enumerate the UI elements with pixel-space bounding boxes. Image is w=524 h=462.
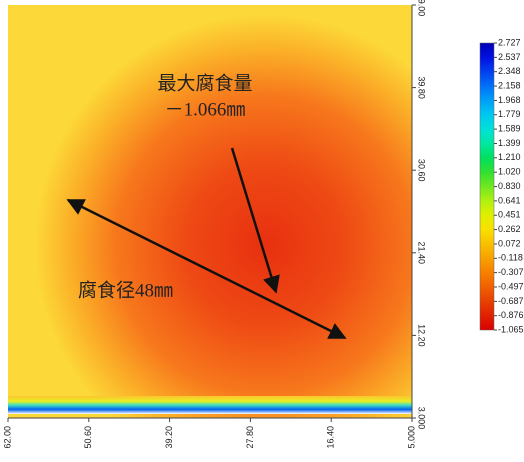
y-tick-label: 21.40 xyxy=(417,242,427,265)
colorbar-tick-label: -0.118 xyxy=(498,253,523,263)
colorbar-tick-label: 2.727 xyxy=(498,37,521,47)
y-tick-label: 30.60 xyxy=(417,159,427,182)
colorbar-tick-label: 1.020 xyxy=(498,167,521,177)
arrow xyxy=(66,198,347,340)
colorbar-tick-label: -1.065 xyxy=(498,324,524,334)
colorbar-tick-label: 0.830 xyxy=(498,181,521,191)
heatmap xyxy=(8,5,412,418)
colorbar-tick-label: 0.641 xyxy=(498,195,521,205)
y-tick-label: 49.00 xyxy=(417,0,427,16)
annotation: 腐食径48㎜ xyxy=(78,279,173,301)
colorbar-tick-label: 1.589 xyxy=(498,124,521,134)
colorbar-tick-label: 1.779 xyxy=(498,109,521,119)
x-tick-label: 27.80 xyxy=(245,426,255,449)
colorbar-tick-label: -0.876 xyxy=(498,310,524,320)
colorbar xyxy=(479,42,495,331)
annotation: －1.066㎜ xyxy=(165,99,246,120)
colorbar-tick-label: 1.399 xyxy=(498,138,521,148)
colorbar-tick-label: 2.537 xyxy=(498,52,521,62)
colorbar-tick-label: -0.497 xyxy=(498,281,524,291)
x-tick-label: 16.40 xyxy=(326,426,336,449)
colorbar-tick-label: -0.687 xyxy=(498,296,524,306)
y-tick-label: 3.000 xyxy=(417,407,427,430)
x-tick-label: 62.00 xyxy=(2,426,12,449)
colorbar-tick-label: 1.968 xyxy=(498,95,521,105)
y-tick-label: 12.20 xyxy=(417,324,427,347)
colorbar-tick-label: 2.158 xyxy=(498,80,521,90)
colorbar-tick-label: 0.451 xyxy=(498,210,521,220)
y-tick-label: 39.80 xyxy=(417,76,427,99)
colorbar-tick-label: 0.262 xyxy=(498,224,521,234)
x-tick-label: 50.60 xyxy=(83,426,93,449)
colorbar-tick-label: 2.348 xyxy=(498,66,521,76)
colorbar-tick-label: 0.072 xyxy=(498,238,521,248)
colorbar-tick-label: -0.307 xyxy=(498,267,524,277)
annotation: 最大腐食量 xyxy=(157,72,252,94)
x-tick-label: 5.000 xyxy=(406,426,416,449)
x-tick-label: 39.20 xyxy=(164,426,174,449)
colorbar-tick-label: 1.210 xyxy=(498,152,521,162)
